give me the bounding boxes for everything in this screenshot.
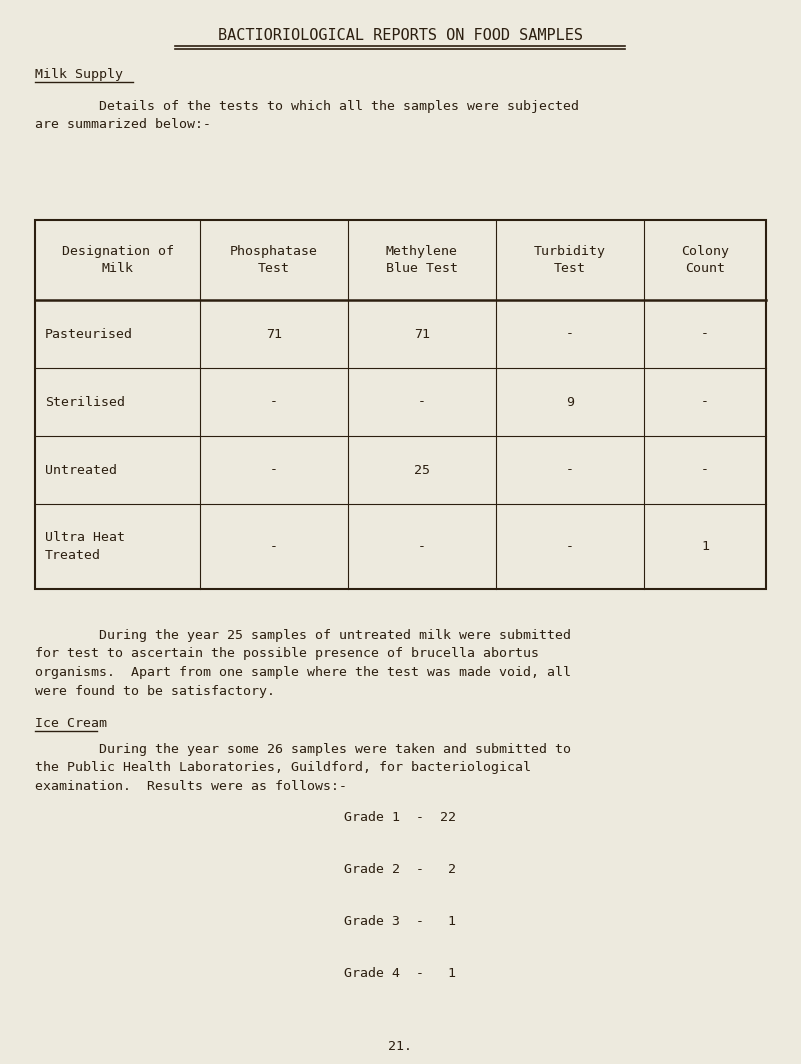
Text: 1: 1 xyxy=(701,541,709,553)
Text: Colony
Count: Colony Count xyxy=(681,245,729,276)
Text: 71: 71 xyxy=(266,328,282,340)
Text: -: - xyxy=(418,396,426,409)
Text: Turbidity
Test: Turbidity Test xyxy=(534,245,606,276)
Text: 9: 9 xyxy=(566,396,574,409)
Text: -: - xyxy=(270,541,278,553)
Text: Grade 1  -  22: Grade 1 - 22 xyxy=(344,811,456,824)
Text: 21.: 21. xyxy=(388,1040,412,1053)
Text: Phosphatase
Test: Phosphatase Test xyxy=(230,245,318,276)
Text: During the year some 26 samples were taken and submitted to
the Public Health La: During the year some 26 samples were tak… xyxy=(35,743,571,793)
Text: BACTIORIOLOGICAL REPORTS ON FOOD SAMPLES: BACTIORIOLOGICAL REPORTS ON FOOD SAMPLES xyxy=(218,28,582,43)
Text: -: - xyxy=(701,464,709,477)
Text: -: - xyxy=(270,464,278,477)
Text: Grade 2  -   2: Grade 2 - 2 xyxy=(344,863,456,876)
Text: -: - xyxy=(566,541,574,553)
Text: -: - xyxy=(270,396,278,409)
Text: Pasteurised: Pasteurised xyxy=(45,328,133,340)
Text: Grade 4  -   1: Grade 4 - 1 xyxy=(344,967,456,980)
Text: -: - xyxy=(701,396,709,409)
Text: 71: 71 xyxy=(414,328,430,340)
Text: Details of the tests to which all the samples were subjected
are summarized belo: Details of the tests to which all the sa… xyxy=(35,100,579,132)
Text: Untreated: Untreated xyxy=(45,464,117,477)
Text: -: - xyxy=(566,464,574,477)
Text: Ice Cream: Ice Cream xyxy=(35,717,107,730)
Text: Sterilised: Sterilised xyxy=(45,396,125,409)
Text: Milk Supply: Milk Supply xyxy=(35,68,123,81)
Text: Grade 3  -   1: Grade 3 - 1 xyxy=(344,915,456,928)
Text: 25: 25 xyxy=(414,464,430,477)
Text: During the year 25 samples of untreated milk were submitted
for test to ascertai: During the year 25 samples of untreated … xyxy=(35,629,571,698)
Text: -: - xyxy=(701,328,709,340)
Text: -: - xyxy=(566,328,574,340)
Bar xyxy=(35,220,766,589)
Text: -: - xyxy=(418,541,426,553)
Text: Methylene
Blue Test: Methylene Blue Test xyxy=(386,245,458,276)
Text: Ultra Heat
Treated: Ultra Heat Treated xyxy=(45,531,125,562)
Text: Designation of
Milk: Designation of Milk xyxy=(62,245,174,276)
